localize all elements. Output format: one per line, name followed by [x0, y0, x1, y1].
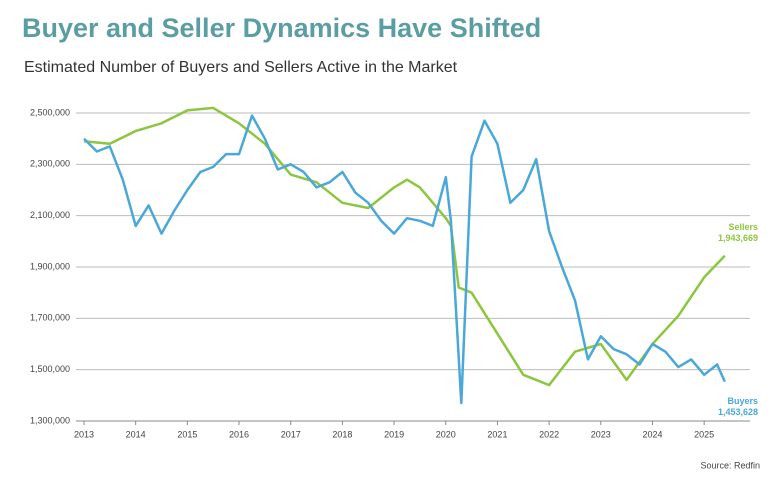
y-tick-label: 2,500,000: [30, 107, 70, 117]
x-tick-label: 2025: [694, 429, 714, 439]
value-label: 1,453,628: [718, 407, 758, 417]
x-tick-label: 2020: [436, 429, 456, 439]
x-tick-label: 2018: [332, 429, 352, 439]
x-tick-label: 2013: [74, 429, 94, 439]
y-tick-label: 2,100,000: [30, 210, 70, 220]
chart-title: Buyer and Seller Dynamics Have Shifted: [22, 13, 541, 43]
y-tick-label: 2,300,000: [30, 159, 70, 169]
y-tick-label: 1,700,000: [30, 313, 70, 323]
y-tick-label: 1,500,000: [30, 364, 70, 374]
series-label: Buyers: [727, 396, 758, 406]
y-tick-label: 1,300,000: [30, 415, 70, 425]
source: Source: Redfin: [700, 460, 760, 470]
series-label: Sellers: [728, 222, 758, 232]
x-tick-label: 2015: [177, 429, 197, 439]
x-tick-label: 2023: [591, 429, 611, 439]
y-tick-label: 1,900,000: [30, 261, 70, 271]
series-line: [83, 106, 726, 387]
x-tick-label: 2017: [281, 429, 301, 439]
x-tick-label: 2024: [642, 429, 662, 439]
x-tick-label: 2022: [539, 429, 559, 439]
x-tick-label: 2016: [229, 429, 249, 439]
x-tick-label: 2019: [384, 429, 404, 439]
series-line: [83, 114, 726, 405]
chart-subtitle: Estimated Number of Buyers and Sellers A…: [24, 59, 458, 76]
value-label: 1,943,669: [718, 233, 758, 243]
x-tick-label: 2014: [126, 429, 146, 439]
x-tick-label: 2021: [487, 429, 507, 439]
